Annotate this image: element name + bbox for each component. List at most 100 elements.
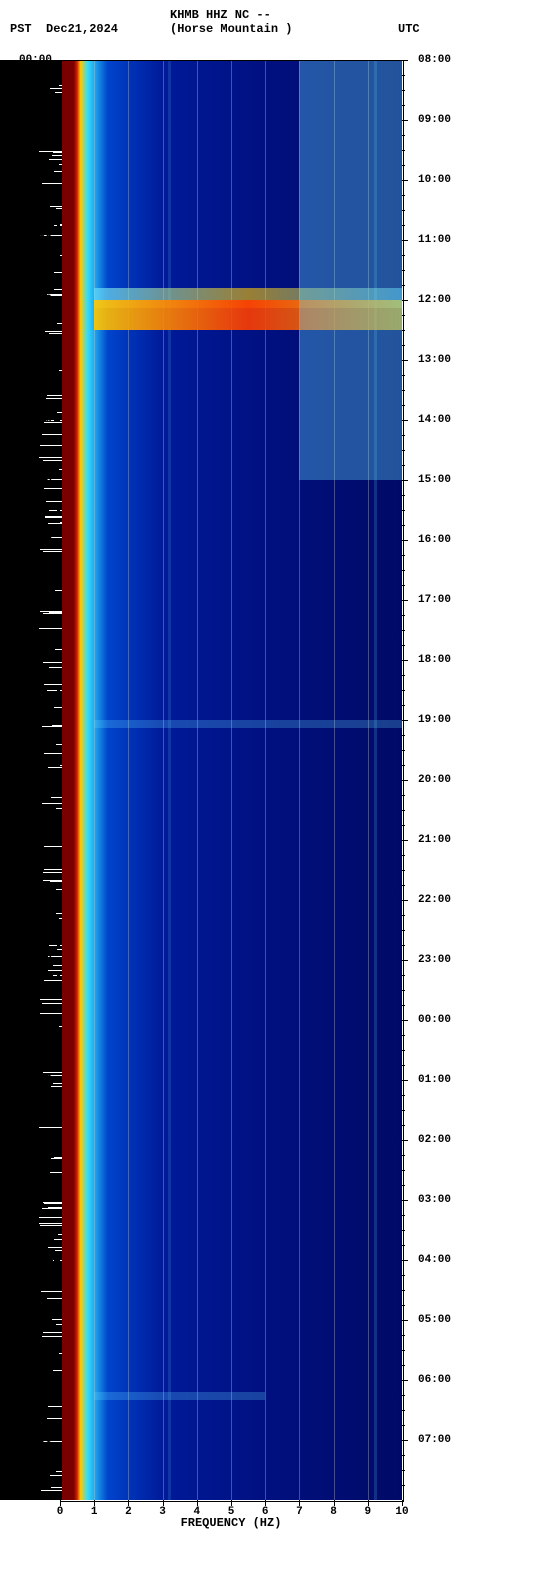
sidebar-tick <box>44 488 62 489</box>
page: { "header": { "left_tz": "PST", "date": … <box>0 0 552 1584</box>
x-tick-label: 3 <box>153 1506 173 1518</box>
tick-mark <box>402 1095 405 1096</box>
sidebar-tick <box>57 412 62 413</box>
tick-mark <box>57 195 60 196</box>
tick-mark <box>57 450 60 451</box>
tick-mark <box>54 1440 60 1441</box>
sidebar-tick <box>59 1026 62 1027</box>
tick-mark <box>402 975 405 976</box>
tick-mark <box>402 495 405 496</box>
tick-mark <box>54 60 60 61</box>
tick-mark <box>57 630 60 631</box>
x-tick-label: 0 <box>50 1506 70 1518</box>
tick-mark <box>402 375 405 376</box>
tick-mark <box>402 750 405 751</box>
y-left-tick-label: 06:00 <box>10 414 52 426</box>
tick-mark <box>402 300 408 301</box>
tick-mark <box>402 1290 405 1291</box>
tick-mark <box>402 960 408 961</box>
y-right-tick-label: 09:00 <box>418 114 460 126</box>
sidebar-tick <box>50 881 62 882</box>
sidebar-tick <box>53 965 62 966</box>
tick-mark <box>57 1275 60 1276</box>
tick-mark <box>57 1125 60 1126</box>
sidebar-tick <box>44 846 62 847</box>
sidebar-tick <box>39 628 62 629</box>
y-right-tick-label: 22:00 <box>418 894 460 906</box>
y-right-tick-label: 19:00 <box>418 714 460 726</box>
tick-mark <box>402 645 405 646</box>
sidebar-tick <box>40 445 62 446</box>
y-right-tick-label: 00:00 <box>418 1014 460 1026</box>
tick-mark <box>57 1395 60 1396</box>
tick-mark <box>402 1035 405 1036</box>
sidebar-tick <box>59 370 62 371</box>
tick-mark <box>57 570 60 571</box>
sidebar-tick <box>39 1127 62 1128</box>
sidebar-tick <box>59 1353 62 1354</box>
sidebar-tick <box>52 155 62 156</box>
tick-mark <box>402 1320 408 1321</box>
tick-mark <box>57 975 60 976</box>
tick-mark <box>57 435 60 436</box>
tick-mark <box>54 1380 60 1381</box>
tick-mark <box>57 270 60 271</box>
tick-mark <box>402 330 405 331</box>
tick-mark <box>402 360 408 361</box>
sidebar-tick <box>51 797 62 798</box>
tick-mark <box>402 855 405 856</box>
tick-mark <box>54 960 60 961</box>
sidebar-tick <box>40 549 62 550</box>
tick-mark <box>54 540 60 541</box>
sidebar-tick <box>56 889 62 890</box>
tick-mark <box>402 1050 405 1051</box>
tick-mark <box>402 1425 405 1426</box>
y-left-tick-label: 10:00 <box>10 654 52 666</box>
tick-mark <box>57 285 60 286</box>
y-left-tick-label: 13:00 <box>10 834 52 846</box>
sidebar-tick <box>41 1490 62 1491</box>
y-right-tick-label: 23:00 <box>418 954 460 966</box>
tick-mark <box>57 1365 60 1366</box>
sidebar-tick <box>48 970 62 971</box>
y-left-tick-label: 03:00 <box>10 234 52 246</box>
y-left-tick-label: 12:00 <box>10 774 52 786</box>
tick-mark <box>402 630 405 631</box>
x-tick-label: 10 <box>392 1506 412 1518</box>
tick-mark <box>54 1020 60 1021</box>
sidebar-tick <box>60 522 62 523</box>
tick-mark <box>402 480 408 481</box>
tick-mark <box>54 600 60 601</box>
tick-mark <box>402 675 405 676</box>
tick-mark <box>54 240 60 241</box>
tick-mark <box>402 1125 405 1126</box>
sidebar-tick <box>43 551 62 552</box>
sidebar-tick <box>53 1370 62 1371</box>
tick-mark <box>57 795 60 796</box>
tick-mark <box>402 510 405 511</box>
tick-mark <box>402 1245 405 1246</box>
tick-mark <box>57 315 60 316</box>
left-tz-label: PST <box>10 22 32 36</box>
sidebar-tick <box>44 980 62 981</box>
tick-mark <box>57 495 60 496</box>
tick-mark <box>402 345 405 346</box>
tick-mark <box>402 600 408 601</box>
y-right-tick-label: 06:00 <box>418 1374 460 1386</box>
tick-mark <box>402 225 405 226</box>
tick-mark <box>402 705 405 706</box>
tick-mark <box>368 1500 369 1506</box>
sidebar-tick <box>39 1217 62 1218</box>
sidebar-tick <box>55 92 62 93</box>
y-left-tick-label: 09:00 <box>10 594 52 606</box>
gridline <box>231 60 232 1500</box>
tick-mark <box>402 135 405 136</box>
tick-mark <box>402 1455 405 1456</box>
sidebar-tick <box>39 151 62 152</box>
tick-mark <box>57 90 60 91</box>
tick-mark <box>57 1095 60 1096</box>
sidebar-tick <box>54 1239 62 1240</box>
y-right-tick-label: 02:00 <box>418 1134 460 1146</box>
tick-mark <box>402 840 408 841</box>
y-left-tick-label: 00:00 <box>10 54 52 66</box>
